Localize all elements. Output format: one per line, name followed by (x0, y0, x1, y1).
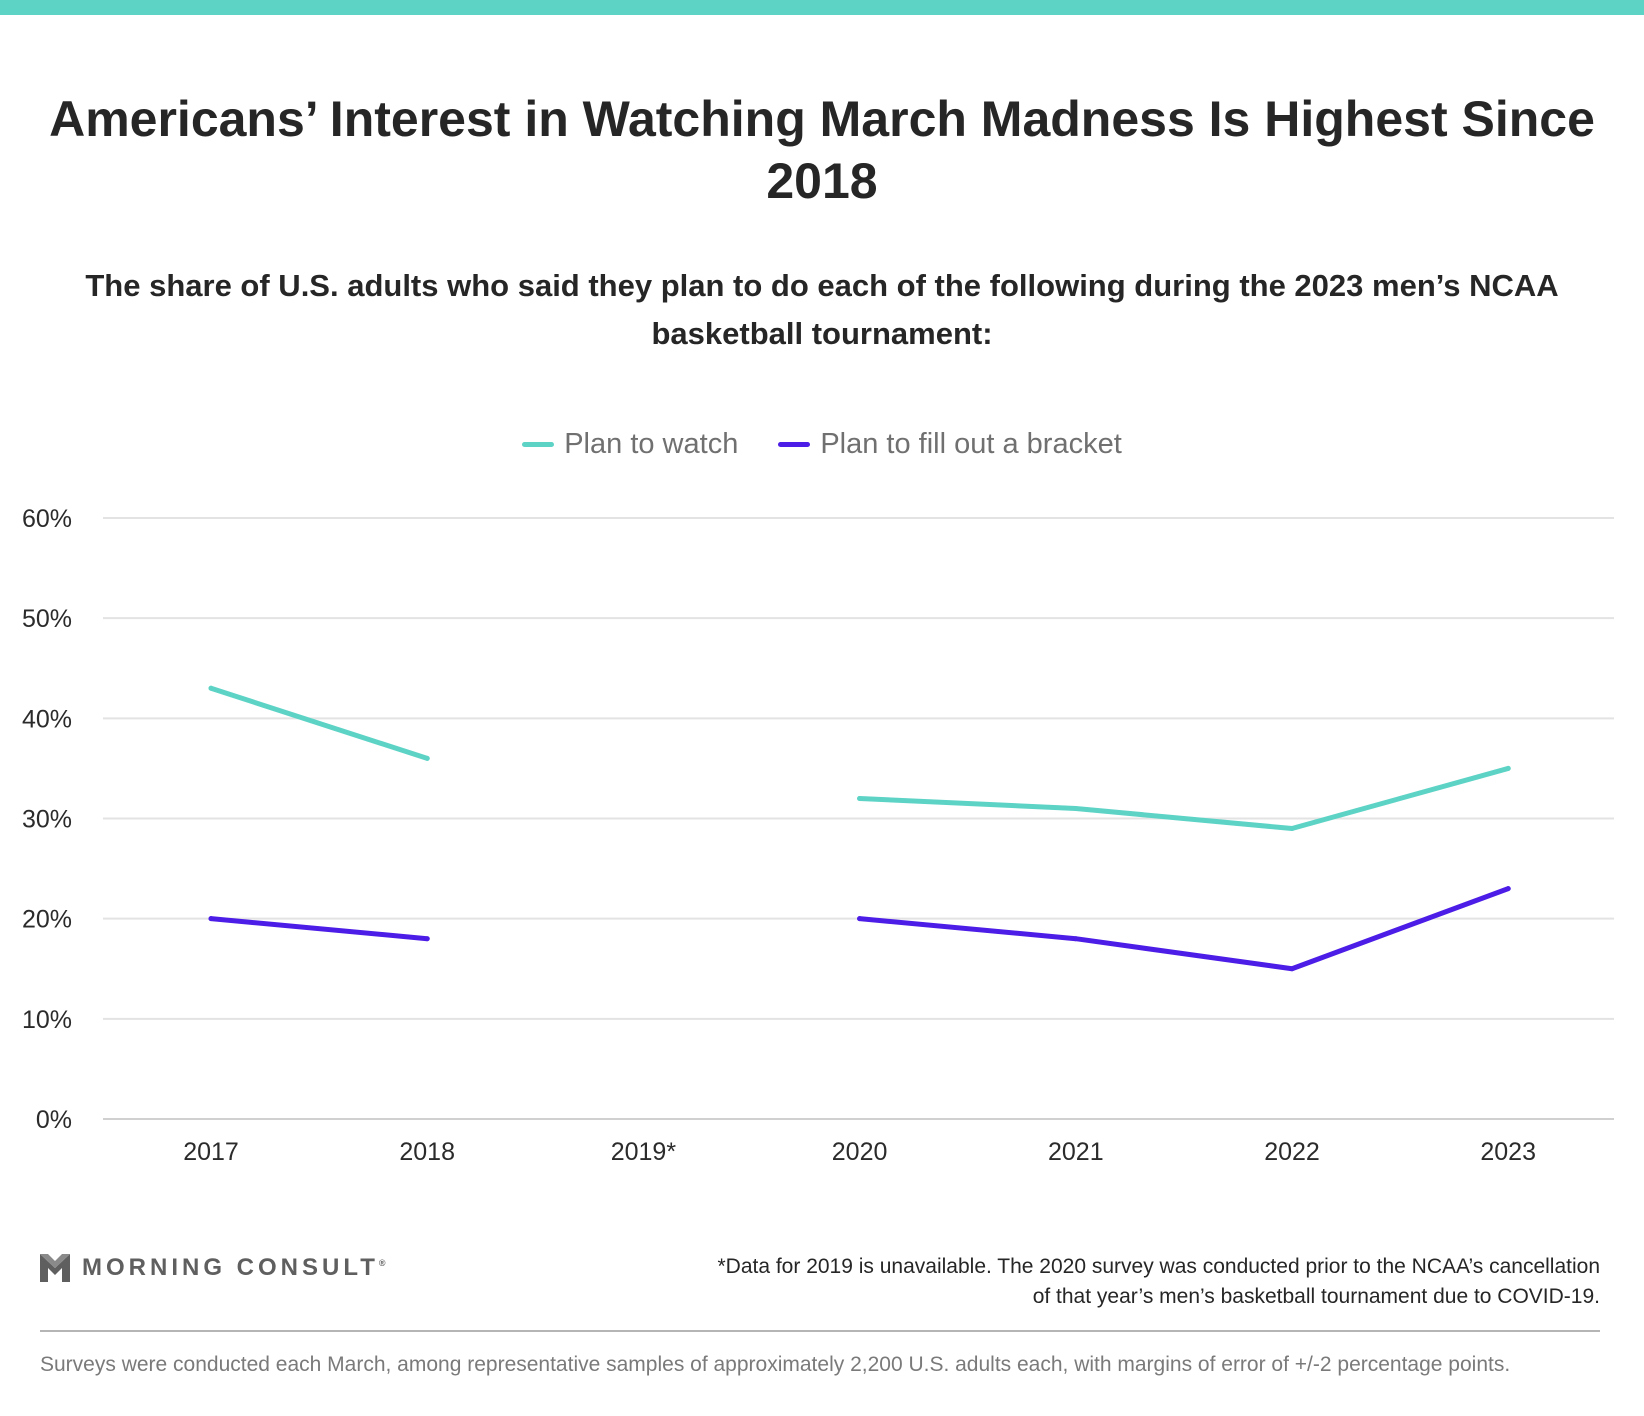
legend-item-plan-to-fill-bracket: Plan to fill out a bracket (778, 428, 1122, 461)
x-tick-label: 2020 (832, 1138, 888, 1166)
y-tick-label: 40% (22, 705, 72, 733)
series-line-0-segment-1 (857, 765, 1511, 832)
y-tick-label: 20% (22, 906, 72, 934)
data-point-series-0 (208, 685, 214, 691)
data-point-series-0 (1505, 765, 1511, 771)
y-tick-label: 10% (22, 1006, 72, 1034)
data-point-series-0 (1073, 805, 1079, 811)
series-line-1-segment-0 (208, 916, 430, 942)
x-tick-label: 2017 (183, 1138, 239, 1166)
legend-label-plan-to-fill-bracket: Plan to fill out a bracket (820, 428, 1122, 460)
x-tick-label: 2018 (399, 1138, 455, 1166)
y-tick-label: 30% (22, 806, 72, 834)
x-tick-label: 2022 (1264, 1138, 1320, 1166)
series-line-0-segment-0 (208, 685, 430, 761)
footnote: *Data for 2019 is unavailable. The 2020 … (717, 1255, 1600, 1308)
logo-text: MORNING CONSULT® (82, 1254, 390, 1281)
chart-subtitle: The share of U.S. adults who said they p… (85, 268, 1559, 351)
legend-label-plan-to-watch: Plan to watch (564, 428, 739, 460)
chart-legend: Plan to watch Plan to fill out a bracket (0, 428, 1644, 461)
x-tick-label: 2019* (611, 1138, 677, 1166)
x-tick-label: 2021 (1048, 1138, 1104, 1166)
line-chart: 0% 10% 20% 30% 40% 50% 60% 2017 2018 2019* 2020 202… (22, 505, 1614, 1166)
source-note: Surveys were conducted each March, among… (40, 1353, 1511, 1376)
top-accent-bar (0, 0, 1644, 15)
morning-consult-m-icon (40, 1254, 70, 1282)
series-line-1-segment-1 (857, 886, 1511, 972)
legend-swatch-plan-to-fill-bracket (778, 442, 811, 447)
data-point-series-1 (857, 916, 863, 922)
data-point-series-0 (857, 795, 863, 801)
data-point-series-0 (1289, 826, 1295, 832)
data-point-series-1 (1073, 936, 1079, 942)
x-tick-label: 2023 (1480, 1138, 1536, 1166)
footer-divider (40, 1330, 1600, 1332)
y-tick-label: 60% (22, 505, 72, 533)
y-tick-label: 50% (22, 605, 72, 633)
chart-title: Americans’ Interest in Watching March Ma… (49, 91, 1595, 209)
y-tick-label: 0% (36, 1106, 72, 1134)
data-point-series-1 (424, 936, 430, 942)
data-point-series-1 (1289, 966, 1295, 972)
morning-consult-logo: MORNING CONSULT® (40, 1254, 390, 1282)
data-point-series-0 (424, 755, 430, 761)
data-point-series-1 (1505, 886, 1511, 892)
legend-swatch-plan-to-watch (522, 442, 555, 447)
data-point-series-1 (208, 916, 214, 922)
legend-item-plan-to-watch: Plan to watch (522, 428, 738, 461)
